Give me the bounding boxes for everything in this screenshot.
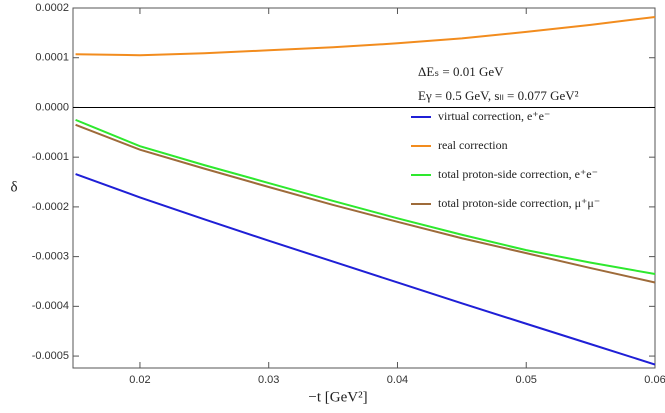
x-tick-label: 0.05 bbox=[516, 374, 537, 386]
legend-label: real correction bbox=[438, 138, 508, 152]
x-axis-label: −t [GeV²] bbox=[308, 389, 367, 405]
y-tick-label: -0.0005 bbox=[32, 350, 69, 362]
series-line bbox=[75, 118, 656, 276]
x-tick-label: 0.04 bbox=[387, 374, 408, 386]
x-tick-label: 0.06 bbox=[644, 374, 665, 386]
series-line bbox=[75, 15, 656, 57]
series-line bbox=[75, 123, 656, 284]
x-tick-label: 0.02 bbox=[129, 374, 150, 386]
y-tick-label: -0.0001 bbox=[32, 151, 69, 163]
annotation: Eγ = 0.5 GeV, sₗₗ = 0.077 GeV² bbox=[418, 88, 579, 103]
x-tick-label: 0.03 bbox=[258, 374, 279, 386]
series-line bbox=[75, 173, 656, 366]
y-tick-label: -0.0003 bbox=[32, 251, 69, 263]
annotation: ΔEₛ = 0.01 GeV bbox=[418, 64, 504, 79]
y-tick-label: 0.0000 bbox=[35, 101, 69, 113]
legend-label: total proton-side correction, μ⁺μ⁻ bbox=[438, 196, 600, 210]
y-tick-label: 0.0001 bbox=[35, 52, 69, 64]
y-tick-label: 0.0002 bbox=[35, 2, 69, 14]
y-tick-label: -0.0002 bbox=[32, 201, 69, 213]
y-axis-label: δ bbox=[10, 179, 17, 195]
y-tick-label: -0.0004 bbox=[32, 300, 69, 312]
legend-label: virtual correction, e⁺e⁻ bbox=[438, 109, 550, 123]
legend-label: total proton-side correction, e⁺e⁻ bbox=[438, 167, 598, 181]
plot-frame bbox=[72, 7, 656, 369]
